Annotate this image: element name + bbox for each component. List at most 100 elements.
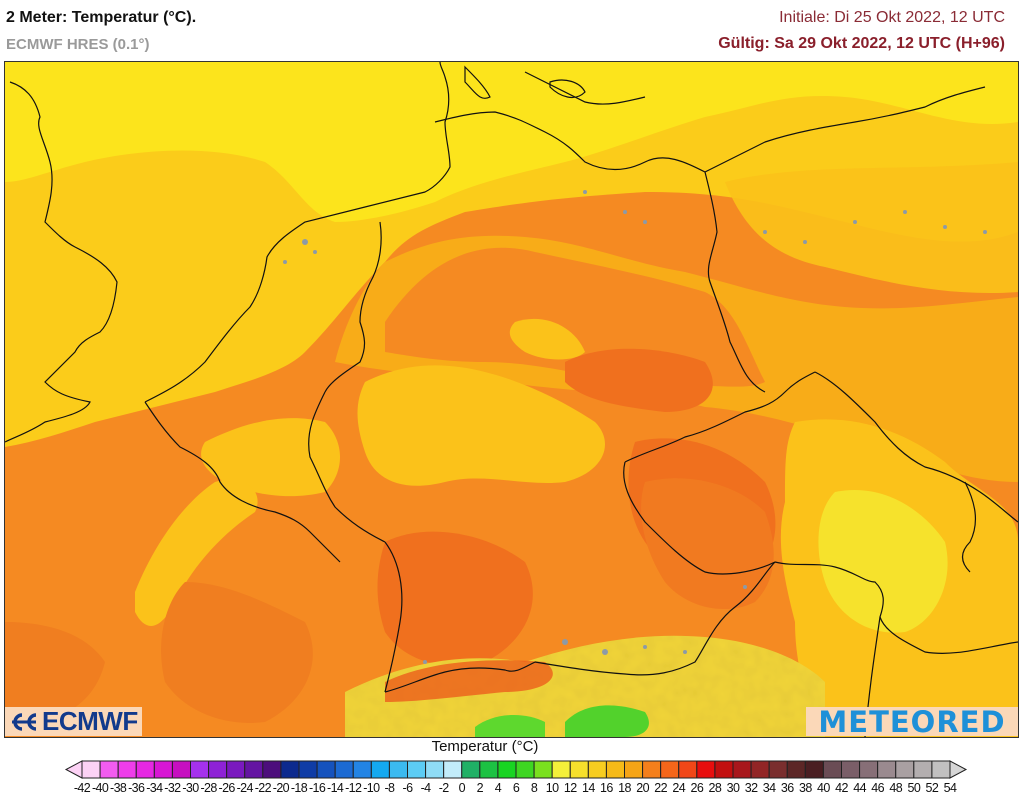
colorbar-swatch — [298, 760, 318, 779]
colorbar-title: Temperatur (°C) — [0, 738, 1024, 755]
colorbar-tick-label: -38 — [110, 781, 127, 795]
colorbar-tick-label: 20 — [636, 781, 649, 795]
meteored-logo-text: METEORED — [818, 704, 1006, 739]
colorbar-swatch — [316, 760, 336, 779]
colorbar-swatch — [99, 760, 119, 779]
colorbar-tick-label: 4 — [494, 781, 502, 795]
colorbar-tick-label: 44 — [853, 781, 866, 795]
colorbar-tick-label: -30 — [182, 781, 199, 795]
colorbar-swatch — [280, 760, 300, 779]
colorbar-tick-label: 12 — [563, 781, 577, 795]
colorbar-swatch — [587, 760, 607, 779]
colorbar-swatch — [569, 760, 589, 779]
colorbar-swatch — [117, 760, 137, 779]
colorbar-swatch — [859, 760, 879, 779]
colorbar-tick-label: -42 — [73, 781, 91, 795]
colorbar-swatch — [262, 760, 282, 779]
colorbar-swatch — [750, 760, 770, 779]
colorbar-swatch — [533, 760, 553, 779]
colorbar-tick-label: -40 — [91, 781, 109, 795]
colorbar-swatch — [479, 760, 499, 779]
colorbar-tick-label: -36 — [128, 781, 145, 795]
colorbar-tick-label: -4 — [420, 781, 432, 795]
colorbar-tick-label: -32 — [164, 781, 181, 795]
colorbar-swatch — [352, 760, 372, 779]
colorbar-swatch — [226, 760, 246, 779]
colorbar-swatch — [334, 760, 354, 779]
colorbar-swatch — [804, 760, 824, 779]
colorbar-swatch — [768, 760, 788, 779]
colorbar-tick-label: 24 — [672, 781, 686, 795]
ecmwf-logo: ECMWF — [5, 706, 142, 736]
colorbar-swatch — [388, 760, 408, 779]
country-borders — [5, 62, 1018, 737]
colorbar-swatch — [660, 760, 680, 779]
colorbar-swatch — [443, 760, 463, 779]
colorbar-swatch — [425, 760, 445, 779]
colorbar-tick-label: 54 — [943, 781, 957, 795]
colorbar-tick-label: -34 — [146, 781, 163, 795]
colorbar-tick-label: 8 — [530, 781, 538, 795]
colorbar-swatch — [895, 760, 915, 779]
colorbar-over-arrow — [949, 760, 968, 779]
colorbar-swatch — [370, 760, 390, 779]
colorbar-tick-label: 14 — [581, 781, 595, 795]
colorbar-tick-label: -28 — [200, 781, 217, 795]
colorbar-swatch — [171, 760, 192, 779]
colorbar-tick-label: -12 — [345, 781, 362, 795]
colorbar-tick-label: -8 — [384, 781, 395, 795]
init-time: Initiale: Di 25 Okt 2022, 12 UTC — [779, 9, 1005, 26]
colorbar-tick-label: 30 — [726, 781, 740, 795]
colorbar-tick-label: 22 — [654, 781, 668, 795]
colorbar-swatch — [714, 760, 734, 779]
colorbar-tick-label: -18 — [290, 781, 308, 795]
colorbar-tick-label: -6 — [402, 781, 414, 795]
colorbar-tick-label: -16 — [308, 781, 326, 795]
ecmwf-logo-text: ECMWF — [42, 706, 138, 736]
lakes — [283, 190, 987, 664]
colorbar-swatch — [732, 760, 752, 779]
colorbar-tick-label: 6 — [512, 781, 520, 795]
colorbar-swatch — [931, 760, 951, 779]
colorbar-swatch — [877, 760, 897, 779]
colorbar-swatch — [841, 760, 861, 779]
colorbar-tick-label: 42 — [835, 781, 848, 795]
colorbar-tick-label: -24 — [236, 781, 254, 795]
colorbar-swatch — [153, 760, 173, 779]
colorbar-tick-label: -22 — [254, 781, 272, 795]
colorbar-tick-label: 28 — [708, 781, 722, 795]
colorbar-tick-label: -2 — [438, 781, 450, 795]
colorbar-swatch — [642, 760, 662, 779]
colorbar-under-arrow — [64, 760, 83, 779]
map-title: 2 Meter: Temperatur (°C). — [6, 9, 197, 26]
ecmwf-swirl-icon — [12, 712, 37, 731]
colorbar-tick-label: -26 — [218, 781, 236, 795]
colorbar-swatch — [678, 760, 698, 779]
colorbar-swatch — [208, 760, 228, 779]
colorbar-swatch — [786, 760, 806, 779]
colorbar-swatch — [190, 760, 210, 779]
colorbar-swatch — [135, 760, 155, 779]
colorbar-tick-label: 32 — [744, 781, 758, 795]
colorbar-tick-label: 26 — [690, 781, 704, 795]
colorbar-tick-label: 34 — [762, 781, 776, 795]
colorbar-tick-label: 18 — [618, 781, 631, 795]
colorbar-labels: -42 -40 -38 -36 -34 -32 -30 -28 -26 -24 -22 -20 -18-… — [0, 781, 1024, 797]
colorbar-swatch — [913, 760, 933, 779]
temperature-map — [4, 61, 1019, 738]
colorbar-swatch — [624, 760, 644, 779]
colorbar-tick-label: -20 — [272, 781, 290, 795]
colorbar-swatch — [551, 760, 571, 779]
colorbar-tick-label: -10 — [363, 781, 380, 795]
colorbar-swatch — [696, 760, 716, 779]
colorbar-tick-label: 16 — [600, 781, 613, 795]
colorbar-tick-label: 40 — [817, 781, 830, 795]
colorbar-tick-label: 36 — [780, 781, 794, 795]
colorbar-tick-label: 52 — [925, 781, 939, 795]
meteored-logo: METEORED — [806, 704, 1018, 739]
model-label: ECMWF HRES (0.1°) — [6, 36, 150, 53]
colorbar-swatch — [244, 760, 264, 779]
colorbar-swatch — [497, 760, 517, 779]
colorbar-tick-label: 50 — [907, 781, 921, 795]
colorbar-swatch — [81, 760, 101, 779]
